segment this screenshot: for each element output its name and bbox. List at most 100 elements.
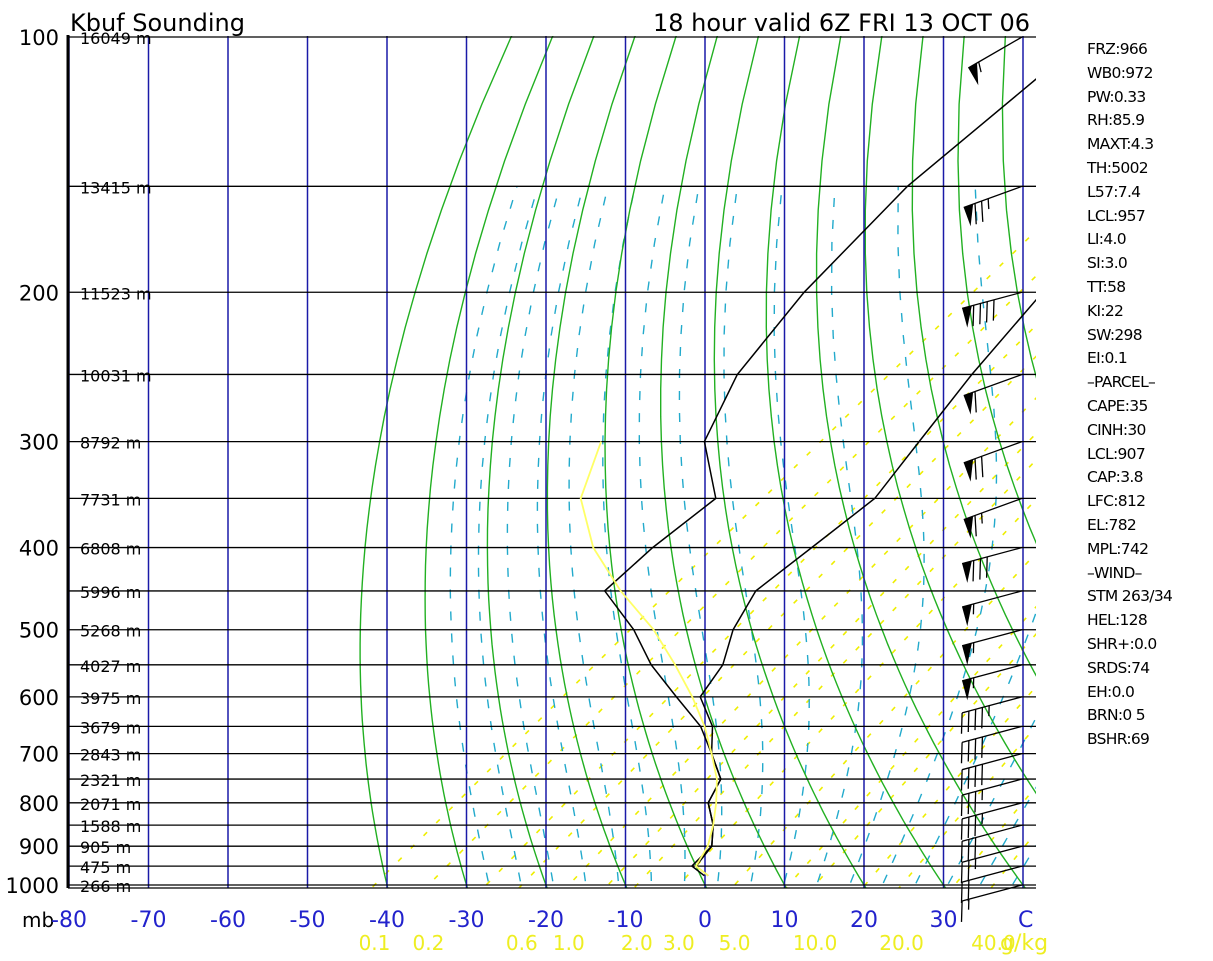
pressure-tick-label: 400: [19, 537, 59, 561]
height-label: 2071 m: [80, 795, 141, 814]
height-label: 4027 m: [80, 657, 141, 676]
moist-adiabat: [912, 610, 1036, 888]
dry-adiabat: [424, 36, 554, 888]
mixing-ratio-tick-label: 0.1: [359, 931, 391, 955]
mixing-ratio-line: [861, 685, 1036, 888]
height-label: 5996 m: [80, 583, 141, 602]
temperature-axis: -80 -70 -60 -50 -40 -30 -20 -10 0 10 20 30: [51, 908, 957, 933]
wind-barb-full: [974, 458, 977, 480]
temperature-tick-label: 0: [698, 908, 712, 933]
isobars: [66, 35, 1036, 889]
wind-barb-shaft: [961, 590, 1023, 608]
stat-item: SRDS:74: [1087, 658, 1150, 677]
parcel-profile: [579, 441, 718, 877]
wind-barb-shaft: [961, 824, 1023, 842]
wind-barb-full: [985, 556, 988, 578]
wind-barb-full: [967, 740, 970, 762]
temperature-tick-label: -80: [51, 908, 87, 933]
mixing-ratio-line: [604, 432, 1036, 888]
wind-barb-full: [967, 880, 970, 902]
mixing-ratio-axis: 0.1 0.2 0.6 1.0 2.0 3.0 5.0 10.0 20.0 40.0: [359, 931, 1016, 955]
wind-barb-full: [960, 862, 963, 884]
stat-item: SHR+:0.0: [1087, 634, 1157, 653]
height-label: 10031 m: [80, 366, 152, 385]
temperature-tick-label: -60: [210, 908, 246, 933]
wind-barb-flag: [962, 643, 972, 666]
wind-barb-flag: [968, 63, 979, 86]
pressure-tick-label: 600: [19, 686, 59, 710]
moist-adiabat: [773, 186, 810, 888]
dry-adiabat: [1207, 0, 1213, 920]
wind-barb-shaft: [961, 629, 1023, 647]
stat-item: FRZ:966: [1087, 40, 1148, 58]
wind-barb-full: [981, 707, 984, 729]
temperature-tick-label: -10: [608, 908, 644, 933]
pressure-tick-label: 100: [19, 26, 59, 50]
temperature-tick-label: -20: [528, 908, 564, 933]
wind-barb-full: [979, 303, 982, 325]
stat-item: BRN:0 5: [1087, 706, 1146, 725]
height-label: 5268 m: [80, 622, 141, 641]
mixing-ratio-lines: [370, 229, 1036, 888]
pressure-tick-label: 800: [19, 792, 59, 816]
wind-barb-full: [974, 391, 977, 413]
wind-barb-shaft: [961, 845, 1023, 863]
wind-barb-shaft: [967, 36, 1023, 69]
wind-barb-full: [974, 815, 977, 837]
mixing-ratio-line: [482, 324, 1036, 888]
stat-item: LCL:907: [1087, 444, 1146, 463]
stat-item: LFC:812: [1087, 492, 1146, 511]
height-label: 2321 m: [80, 771, 141, 790]
dry-adiabat: [765, 36, 947, 888]
wind-barb-flag: [963, 459, 974, 482]
temperature-tick-label: -40: [369, 908, 405, 933]
stat-item: TH:5002: [1087, 158, 1149, 177]
stability-indices-panel: FRZ:966 WB0:972 PW:0.33 RH:85.9 MAXT:4.3 TH:5…: [1087, 38, 1173, 752]
wind-barb-full: [974, 515, 977, 537]
wind-barb-half: [978, 61, 982, 73]
dry-adiabat: [1169, 0, 1213, 920]
wind-barb-shaft: [963, 497, 1023, 521]
temperature-tick-label: -30: [449, 908, 485, 933]
isotherms: [68, 36, 1024, 888]
wind-barb-shaft: [961, 884, 1023, 902]
wind-barb-full: [960, 818, 963, 840]
wind-barb-full: [980, 200, 984, 222]
mixing-ratio-line: [730, 551, 1036, 888]
wind-barb-full: [979, 558, 982, 580]
wind-barb-full: [992, 299, 995, 321]
stat-item: MPL:742: [1087, 539, 1149, 558]
wind-barb-full: [967, 767, 970, 789]
height-label: 2843 m: [80, 746, 141, 765]
dry-adiabat: [359, 36, 513, 888]
moist-adiabat: [814, 186, 864, 888]
wind-barb-full: [967, 711, 970, 732]
mixing-ratio-unit-label: g/kg: [1000, 931, 1048, 956]
mixing-ratio-tick-label: 40.0: [971, 931, 1016, 955]
wind-barb-shaft: [961, 664, 1023, 682]
temperature-tick-label: 30: [930, 908, 958, 933]
height-label: 13415 m: [80, 178, 152, 197]
wind-barb-full: [972, 560, 975, 582]
mixing-ratio-line: [370, 229, 1036, 888]
dry-adiabat: [546, 36, 636, 888]
wind-barb-full: [960, 742, 963, 764]
stat-item: MAXT:4.3: [1087, 135, 1154, 154]
pressure-tick-label: 900: [19, 835, 59, 859]
mixing-ratio-line: [564, 397, 1036, 888]
stat-item: EL:782: [1087, 515, 1137, 534]
mixing-ratio-tick-label: 5.0: [719, 931, 751, 955]
pressure-tick-label: 700: [19, 743, 59, 767]
temperature-unit-label: C: [1018, 908, 1033, 933]
height-label: 3975 m: [80, 689, 141, 708]
stat-item: HEL:128: [1087, 611, 1148, 630]
stat-item: STM 263/34: [1087, 587, 1173, 606]
profiles: [579, 78, 1036, 877]
stat-item: CAPE:35: [1087, 396, 1148, 415]
height-labels: 16049 m 13415 m 11523 m 10031 m 8792 m 7731 m…: [80, 29, 152, 896]
mixing-ratio-tick-label: 0.2: [413, 931, 445, 955]
height-label: 16049 m: [80, 29, 152, 48]
moist-adiabat: [568, 186, 620, 888]
mixing-ratio-tick-label: 20.0: [879, 931, 924, 955]
